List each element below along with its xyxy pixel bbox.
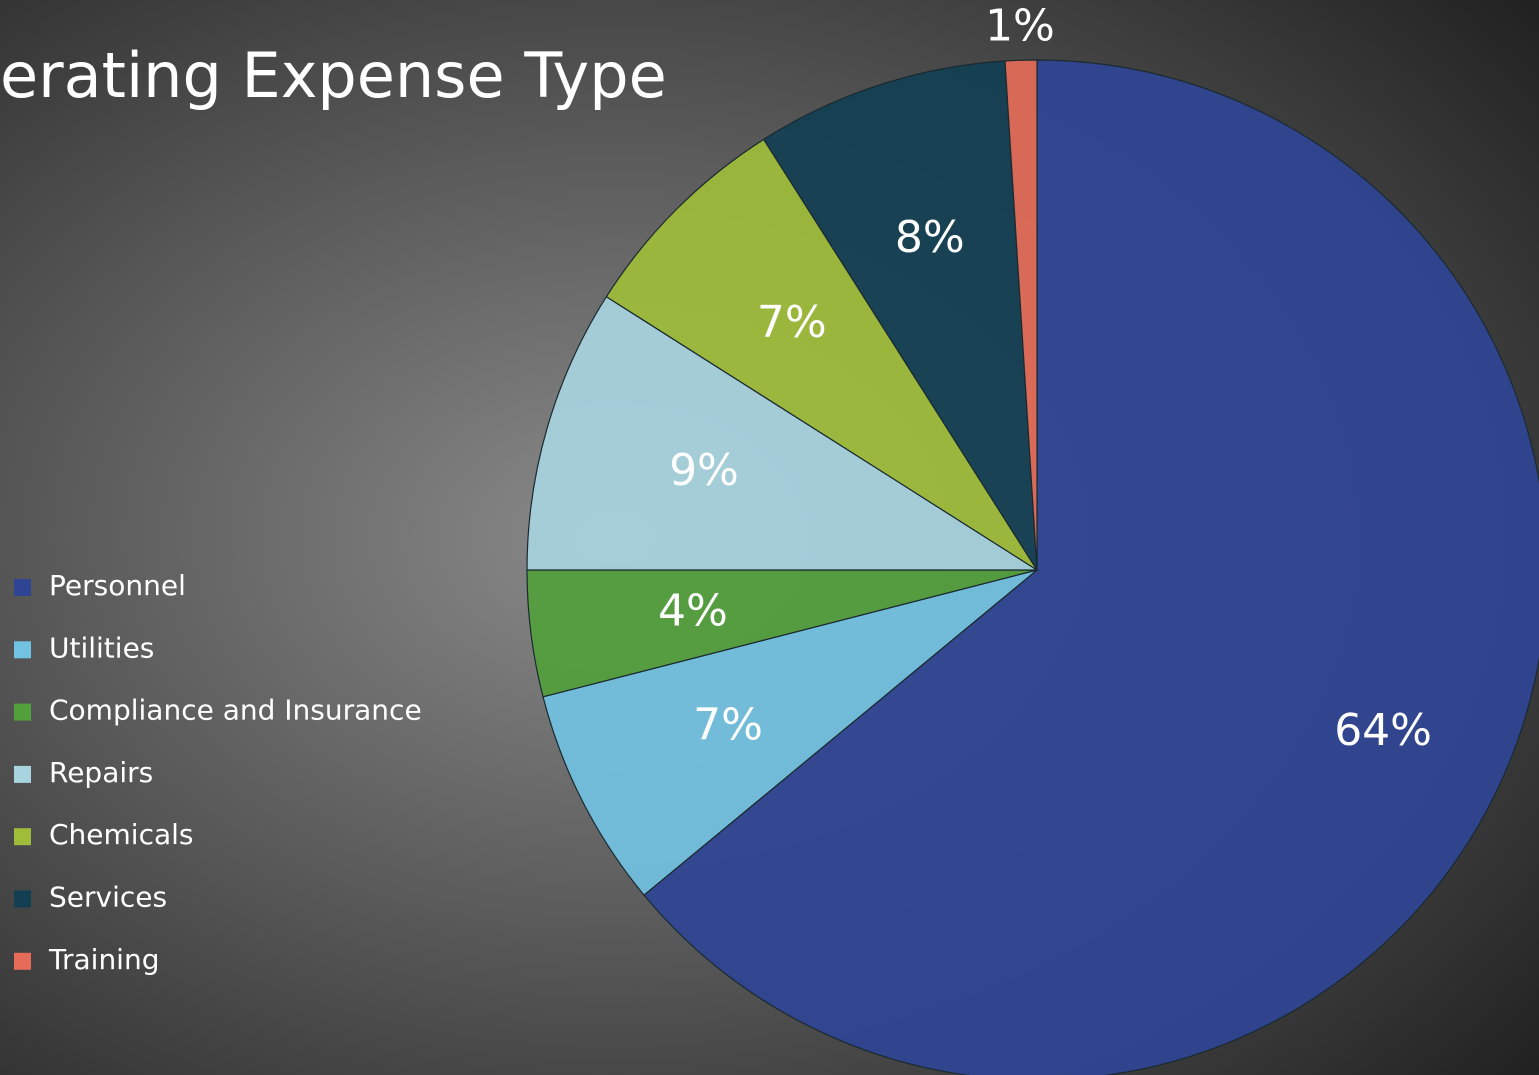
data-label: 8% [895,212,965,263]
legend-label: Training [48,943,159,976]
data-label: 7% [757,297,827,348]
legend-swatch [14,891,31,908]
data-label: 4% [658,585,728,636]
data-label: 9% [669,445,739,496]
legend-swatch [14,704,31,721]
legend-swatch [14,766,31,783]
legend-swatch [14,828,31,845]
legend-label: Chemicals [49,818,194,851]
legend-label: Compliance and Insurance [49,694,422,727]
data-label: 1% [985,0,1055,51]
data-label: 64% [1334,705,1432,756]
chart: erating Expense Type 64% 7% 4% 9% 7% 8% 1% Pers… [0,0,1539,1075]
legend-swatch [14,953,31,970]
legend-swatch [14,579,31,596]
legend-label: Personnel [49,569,186,602]
page: erating Expense Type 64% 7% 4% 9% 7% 8% 1% Pers… [0,0,1539,1075]
legend-label: Utilities [49,631,154,664]
legend-label: Services [49,881,167,914]
legend-swatch [14,641,31,658]
legend-label: Repairs [49,756,153,789]
chart-title: erating Expense Type [0,39,667,112]
data-label: 7% [693,699,763,750]
